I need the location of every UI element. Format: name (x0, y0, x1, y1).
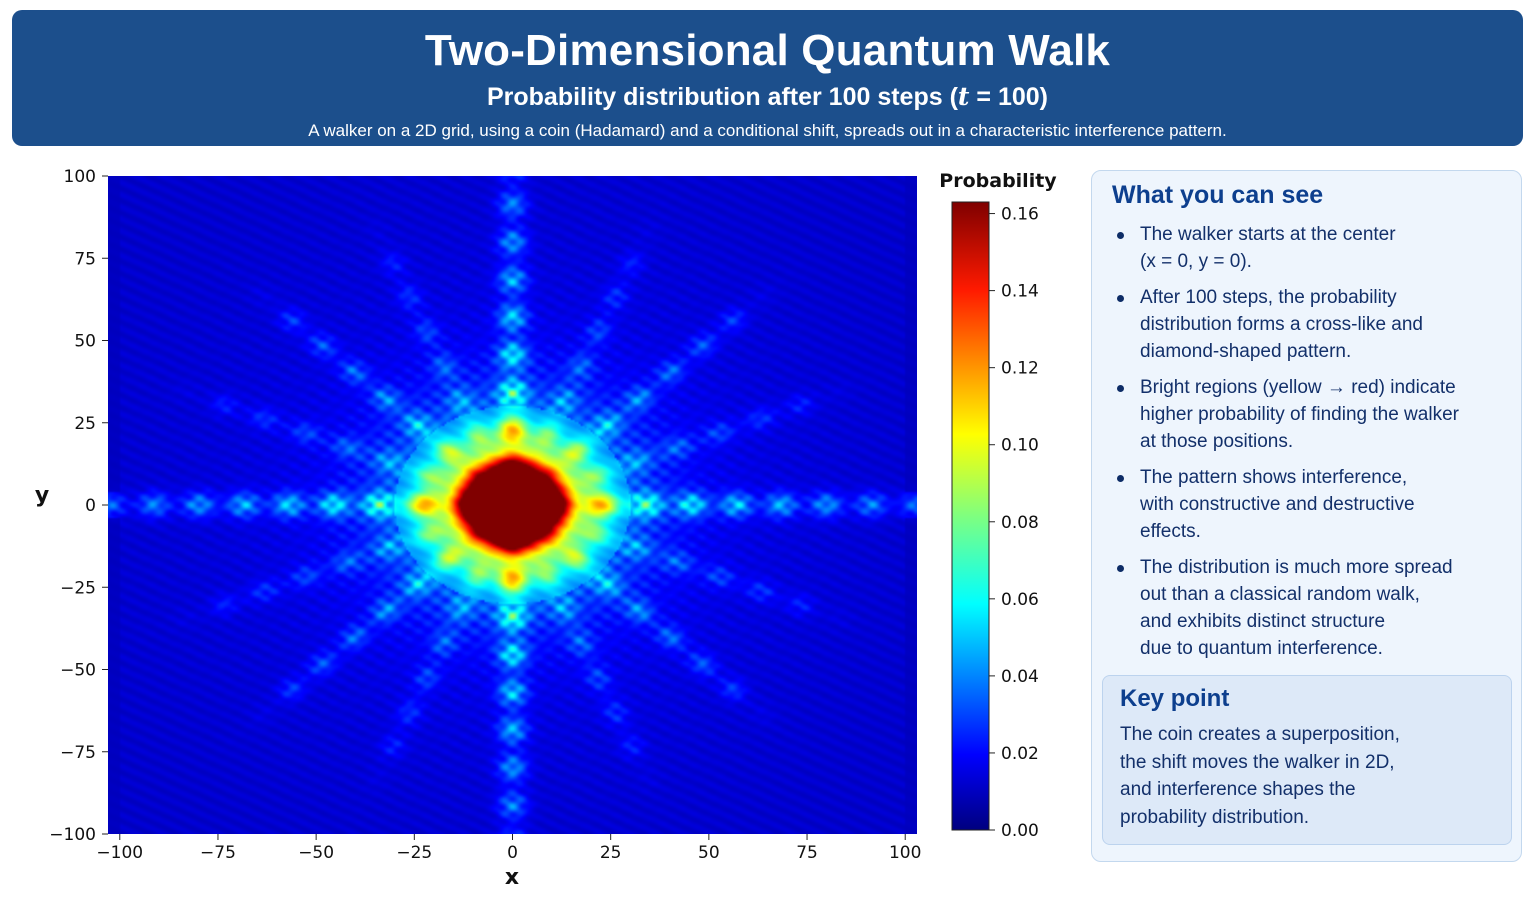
x-tick-label: −75 (200, 843, 236, 863)
colorbar-tick-label: 0.10 (1001, 436, 1039, 456)
y-axis: −100 −75 −50 −25 0 25 50 75 100 (49, 167, 108, 845)
key-point-title: Key point (1120, 685, 1230, 712)
x-tick-label: −100 (96, 843, 143, 863)
info-bullet-line: effects. (1140, 521, 1201, 542)
y-tick-label: −75 (60, 743, 96, 763)
colorbar-label: Probability (939, 170, 1057, 192)
x-tick-label: 100 (889, 843, 921, 863)
colorbar-tick-label: 0.04 (1001, 667, 1039, 687)
info-bullet-2: After 100 steps, the probability distribu… (1110, 284, 1510, 365)
key-point-text: The coin creates a superposition, the shi… (1120, 721, 1450, 831)
x-tick-label: 25 (600, 843, 622, 863)
key-point-line: The coin creates a superposition, (1120, 724, 1400, 745)
y-tick-label: −100 (49, 825, 96, 845)
info-bullet-line: The distribution is much more spread (1140, 557, 1453, 578)
colorbar-tick-label: 0.16 (1001, 205, 1039, 225)
heatmap-image (108, 176, 917, 834)
heatmap-chart: −100 −75 −50 −25 0 25 50 75 100 −100 −75 −50 −25 0 25… (35, 167, 1057, 890)
colorbar-tick-label: 0.14 (1001, 282, 1039, 302)
colorbar-tick-label: 0.12 (1001, 359, 1039, 379)
x-tick-label: −25 (396, 843, 432, 863)
page-description: A walker on a 2D grid, using a coin (Had… (308, 121, 1227, 140)
key-point-box: Key point The coin creates a superpositi… (1102, 675, 1512, 845)
info-bullet-line: out than a classical random walk, (1140, 584, 1420, 605)
y-tick-label: 50 (74, 332, 96, 352)
info-bullet-line: The walker starts at the center (1140, 224, 1396, 245)
colorbar-tick-label: 0.02 (1001, 744, 1039, 764)
info-bullet-line: and exhibits distinct structure (1140, 611, 1386, 632)
x-axis-label: x (505, 865, 519, 890)
key-point-line: the shift moves the walker in 2D, (1120, 751, 1395, 773)
info-bullet-5: The distribution is much more spread out … (1110, 554, 1510, 662)
info-bullet-line: diamond-shaped pattern. (1140, 341, 1352, 362)
y-tick-label: −25 (60, 578, 96, 598)
colorbar-tick-label: 0.06 (1001, 590, 1039, 610)
x-tick-label: 0 (507, 843, 518, 863)
x-tick-label: 50 (698, 843, 720, 863)
info-bullet-line: higher probability of finding the walker (1140, 404, 1459, 425)
info-bullet-line: After 100 steps, the probability (1140, 287, 1397, 308)
colorbar-tick-label: 0.08 (1001, 513, 1039, 533)
info-panel: What you can see The walker starts at th… (1091, 170, 1522, 862)
subtitle-variable: t (957, 82, 970, 111)
key-point-line: probability distribution. (1120, 806, 1310, 828)
header-banner: Two-Dimensional Quantum Walk Probability… (12, 10, 1523, 146)
colorbar-ticks: 0.00 0.02 0.04 0.06 0.08 0.10 0.12 0.14 0.16 (989, 205, 1039, 841)
page-title: Two-Dimensional Quantum Walk (424, 26, 1111, 75)
info-bullet-line: The pattern shows interference, (1140, 467, 1408, 488)
key-point-line: and interference shapes the (1120, 779, 1356, 800)
colorbar-tick-label: 0.00 (1001, 821, 1039, 841)
info-bullet-line: distribution forms a cross-like and (1140, 314, 1423, 335)
x-tick-label: −50 (298, 843, 334, 863)
y-tick-label: 0 (85, 496, 96, 516)
info-bullet-line: (x = 0, y = 0). (1140, 251, 1252, 272)
info-bullet-list: The walker starts at the center (x = 0, y… (1110, 221, 1510, 671)
y-tick-label: 25 (74, 414, 96, 434)
info-bullet-3: Bright regions (yellow → red) indicate hi… (1110, 374, 1510, 455)
info-bullet-1: The walker starts at the center (x = 0, y… (1110, 221, 1510, 275)
info-bullet-4: The pattern shows interference, with cons… (1110, 464, 1510, 545)
x-tick-label: 75 (796, 843, 818, 863)
info-bullet-line: due to quantum interference. (1140, 638, 1383, 659)
subtitle-suffix: = 100) (969, 83, 1049, 111)
info-bullet-line: Bright regions (yellow → red) indicate (1140, 377, 1456, 398)
colorbar (951, 201, 990, 831)
info-bullet-line: at those positions. (1140, 431, 1294, 452)
y-tick-label: 100 (64, 167, 96, 187)
y-tick-label: 75 (74, 249, 96, 269)
x-axis: −100 −75 −50 −25 0 25 50 75 100 (96, 834, 921, 863)
page-subtitle: Probability distribution after 100 steps… (12, 82, 1523, 112)
y-axis-label: y (35, 483, 49, 508)
info-bullet-line: with constructive and destructive (1140, 494, 1415, 515)
info-panel-title: What you can see (1112, 181, 1324, 209)
subtitle-prefix: Probability distribution after 100 steps… (486, 83, 958, 111)
y-tick-label: −50 (60, 661, 96, 681)
